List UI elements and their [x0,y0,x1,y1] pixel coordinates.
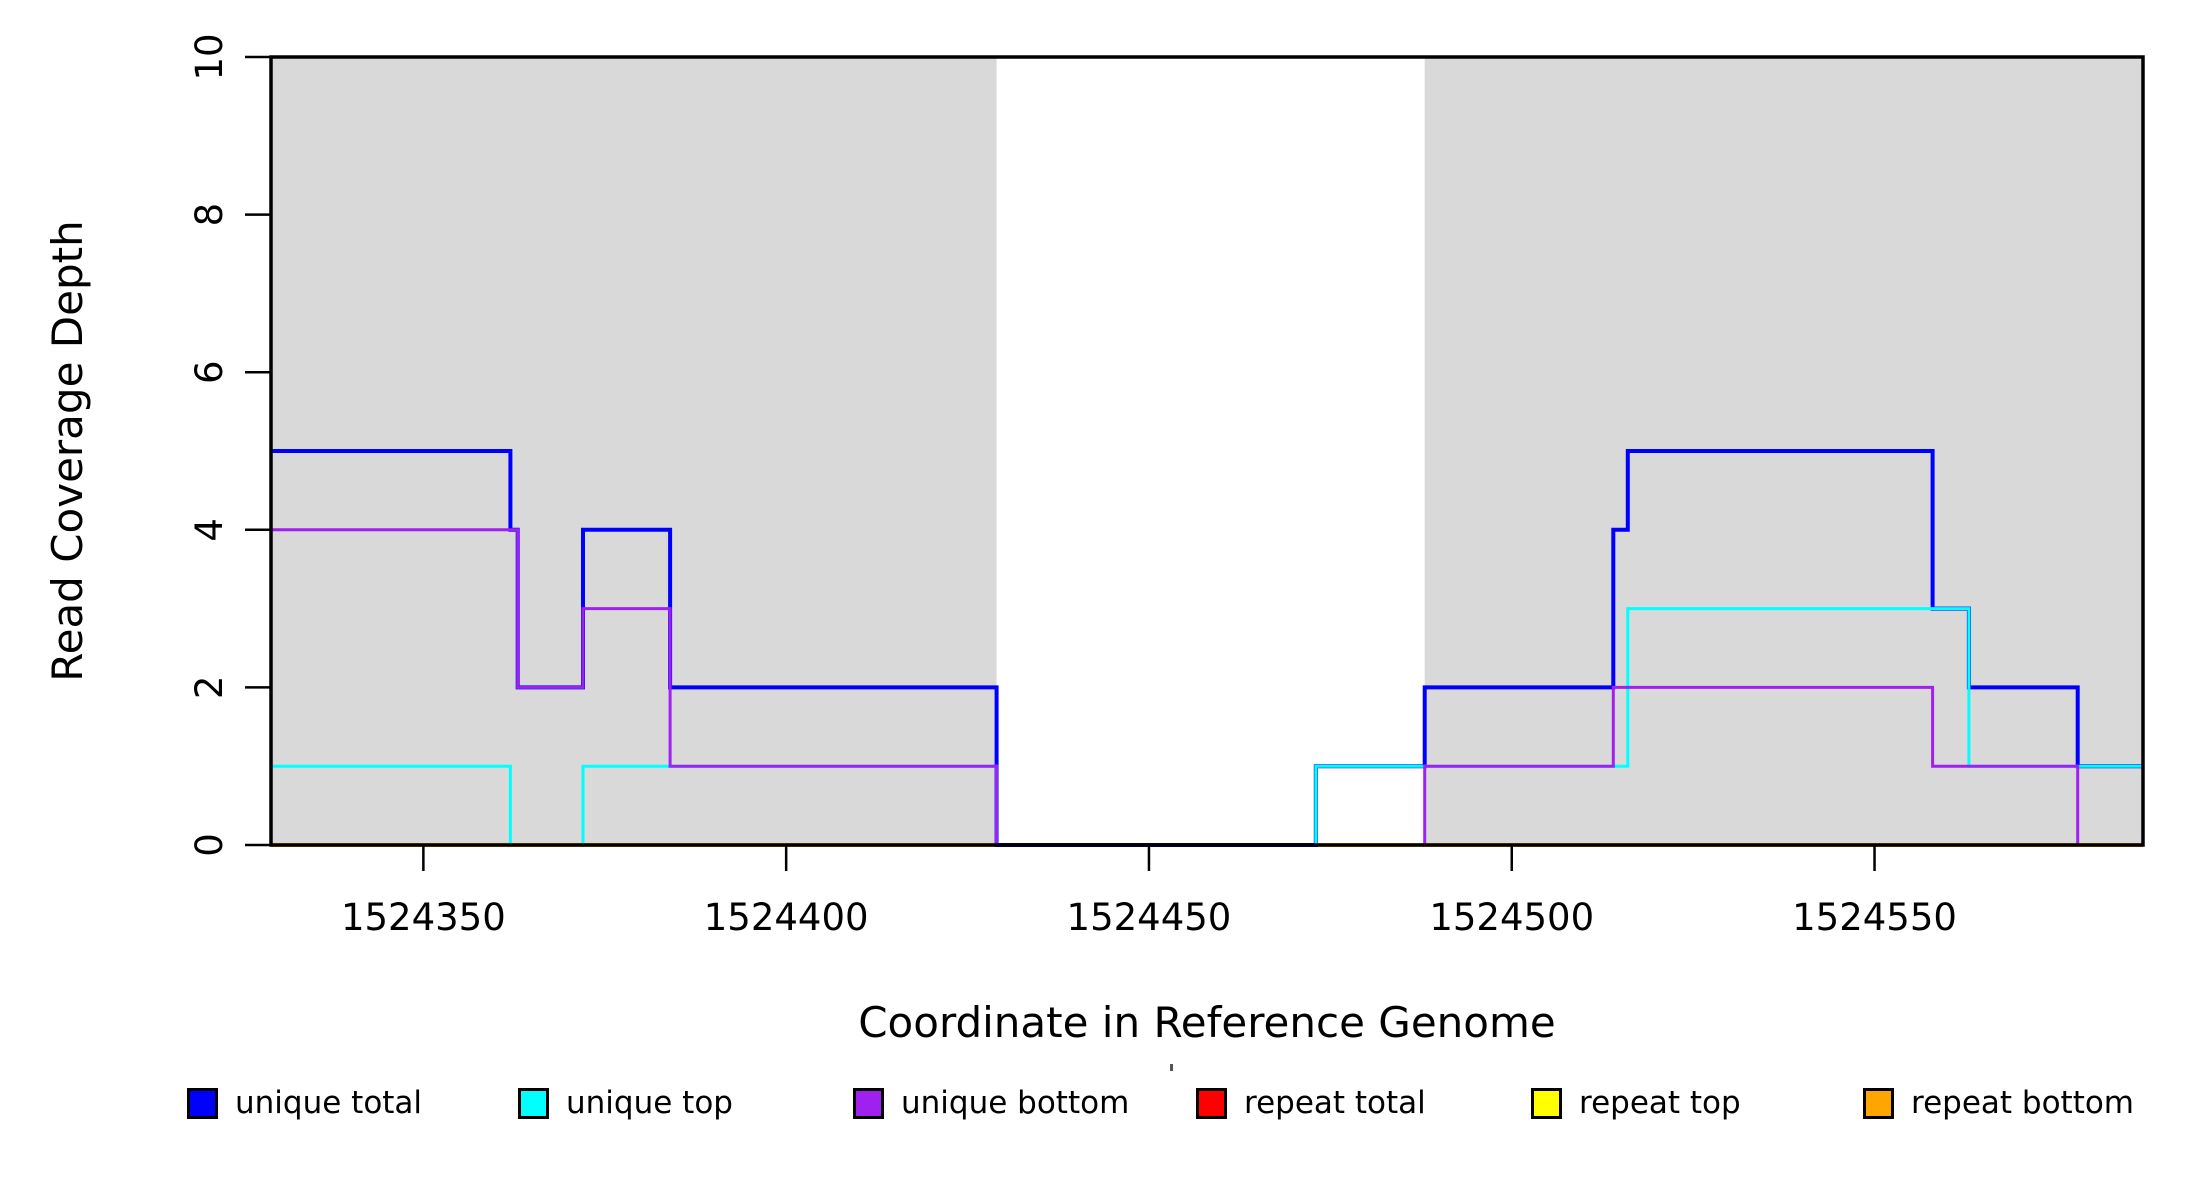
y-tick-label: 8 [188,203,231,227]
plot-frame [269,55,2145,847]
x-axis-ticks: 1524350 1524400 1524450 1524500 1524550 [341,845,1957,939]
x-tick-label: 1524500 [1429,896,1594,939]
y-tick-label: 10 [188,33,231,80]
y-axis-title: Read Coverage Depth [43,220,92,681]
y-tick-label: 2 [188,676,231,700]
x-tick-label: 1524550 [1792,896,1957,939]
x-axis-title: Coordinate in Reference Genome [858,998,1556,1047]
x-tick-label: 1524450 [1067,896,1232,939]
x-tick-label: 1524350 [341,896,506,939]
y-tick-label: 6 [188,360,231,384]
y-tick-label: 0 [188,833,231,857]
x-tick-label: 1524400 [704,896,869,939]
y-axis-ticks: 0 2 4 6 8 10 [188,33,271,857]
y-tick-label: 4 [188,518,231,542]
